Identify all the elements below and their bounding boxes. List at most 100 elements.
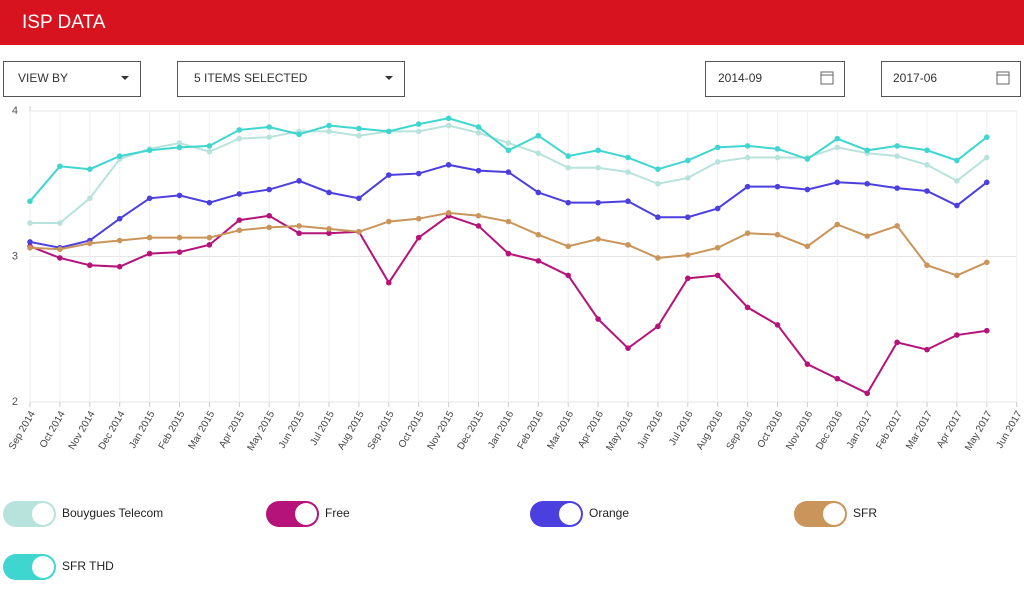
view-by-label[interactable]: VIEW BY <box>18 71 68 85</box>
data-point <box>625 169 631 175</box>
items-label[interactable]: 5 ITEMS SELECTED <box>194 71 308 85</box>
data-point <box>804 243 811 250</box>
data-point <box>535 231 542 238</box>
legend-label[interactable]: Bouygues Telecom <box>62 506 163 520</box>
x-tick-label: Dec 2016 <box>814 409 845 452</box>
x-tick-label: Jan 2015 <box>127 409 157 451</box>
start-date[interactable]: 2014-09 <box>705 61 845 97</box>
end-date[interactable]: 2017-06 <box>881 61 1021 97</box>
data-point <box>236 191 243 197</box>
data-point <box>505 147 512 154</box>
data-point <box>386 172 392 178</box>
data-point <box>804 186 811 193</box>
data-point <box>954 178 960 184</box>
data-point <box>984 179 990 186</box>
legend-toggle[interactable]: SFR <box>794 501 877 527</box>
x-tick-label: Mar 2016 <box>545 409 576 451</box>
data-point <box>894 185 900 191</box>
data-point <box>176 249 183 255</box>
legend-label[interactable]: Free <box>325 506 350 520</box>
data-point <box>87 166 93 172</box>
items-dropdown[interactable]: 5 ITEMS SELECTED <box>177 61 405 97</box>
data-point <box>475 167 482 174</box>
data-point <box>57 246 63 253</box>
toggle-knob[interactable] <box>32 556 54 578</box>
data-point <box>176 192 183 199</box>
legend-label[interactable]: SFR THD <box>62 559 114 573</box>
view-by-dropdown[interactable]: VIEW BY <box>3 61 141 97</box>
data-point <box>625 198 631 205</box>
start-date-text[interactable]: 2014-09 <box>718 71 762 85</box>
data-point <box>864 180 870 187</box>
data-point <box>236 227 243 234</box>
data-point <box>27 239 33 245</box>
toggle-knob[interactable] <box>32 503 54 525</box>
data-point <box>87 262 93 269</box>
data-point <box>296 178 302 184</box>
toggle-knob[interactable] <box>559 503 581 525</box>
data-point <box>685 175 691 181</box>
data-point <box>655 180 661 187</box>
legend-label[interactable]: SFR <box>853 506 877 520</box>
data-point <box>565 272 571 279</box>
data-point <box>415 128 422 135</box>
data-point <box>206 148 213 155</box>
data-point <box>984 327 990 334</box>
data-point <box>744 154 751 161</box>
data-point <box>565 153 571 159</box>
data-point <box>954 202 960 209</box>
data-point <box>774 146 781 152</box>
data-point <box>714 244 721 251</box>
data-point <box>774 154 781 161</box>
data-point <box>685 214 691 221</box>
x-tick-label: Sep 2016 <box>725 409 756 452</box>
data-point <box>386 218 392 225</box>
data-point <box>804 361 811 367</box>
data-point <box>685 157 691 164</box>
x-tick-label: Feb 2017 <box>874 409 905 451</box>
y-tick-label: 3 <box>12 250 18 262</box>
data-point <box>266 212 273 219</box>
legend-toggle[interactable]: Orange <box>530 501 629 527</box>
toggle-knob[interactable] <box>295 503 317 525</box>
data-point <box>924 188 930 194</box>
data-point <box>984 259 990 266</box>
data-point <box>804 156 811 162</box>
data-point <box>505 250 512 257</box>
data-point <box>475 124 482 130</box>
data-point <box>685 252 691 258</box>
data-point <box>625 154 631 161</box>
legend-toggle[interactable]: Bouygues Telecom <box>3 501 163 527</box>
data-point <box>714 205 721 212</box>
toggle-knob[interactable] <box>823 503 845 525</box>
legend-toggle[interactable]: Free <box>266 501 350 527</box>
x-tick-label: Nov 2016 <box>784 409 815 452</box>
x-tick-label: Nov 2014 <box>67 409 98 452</box>
data-point <box>595 236 601 242</box>
legend-label[interactable]: Orange <box>589 506 629 520</box>
end-date-text[interactable]: 2017-06 <box>893 71 937 85</box>
x-tick-label: Jul 2015 <box>308 409 337 448</box>
data-point <box>834 179 841 186</box>
data-point <box>206 199 213 206</box>
data-point <box>924 262 930 269</box>
x-tick-label: Jul 2016 <box>667 409 696 448</box>
data-point <box>714 144 721 151</box>
data-point <box>87 195 93 202</box>
data-point <box>595 164 601 171</box>
data-point <box>57 163 63 170</box>
data-point <box>415 170 422 177</box>
data-point <box>655 214 661 221</box>
x-tick-label: May 2016 <box>604 409 636 453</box>
data-point <box>625 345 631 351</box>
data-point <box>326 226 332 232</box>
data-point <box>834 221 841 228</box>
data-point <box>296 230 302 237</box>
data-point <box>655 166 661 172</box>
data-point <box>475 212 482 219</box>
x-tick-label: Aug 2016 <box>695 409 726 452</box>
data-point <box>146 234 153 241</box>
data-point <box>266 124 273 130</box>
legend-toggle[interactable]: SFR THD <box>3 554 114 580</box>
data-point <box>356 228 362 235</box>
